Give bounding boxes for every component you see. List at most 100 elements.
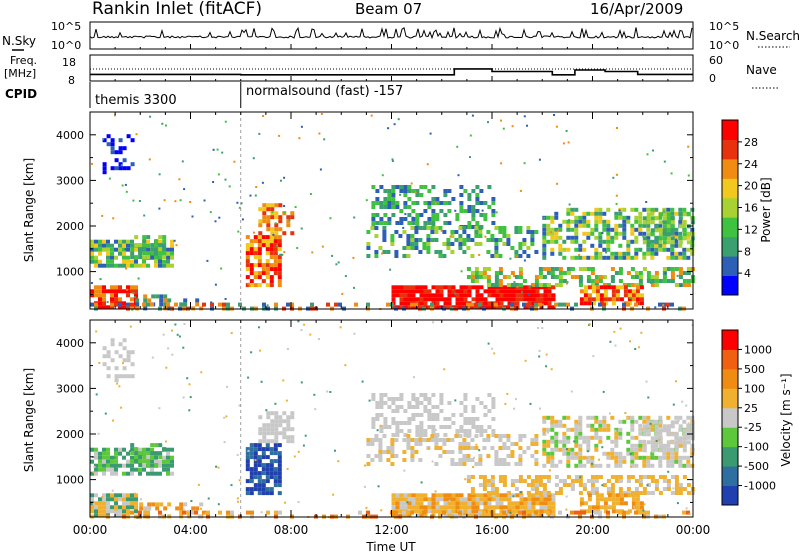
range-gate-cell: [463, 189, 468, 193]
range-gate-cell: [411, 201, 416, 205]
range-gate-cell: [423, 429, 428, 433]
range-gate-cell: [386, 302, 390, 307]
range-gate-cell: [458, 234, 463, 238]
range-gate-cell: [126, 451, 130, 456]
range-gate-cell: [685, 507, 688, 510]
range-gate-cell: [471, 509, 476, 514]
range-gate-cell: [550, 235, 555, 240]
range-gate-cell: [434, 230, 439, 234]
range-gate-cell: [558, 243, 563, 248]
range-gate-cell: [566, 415, 571, 420]
range-gate-cell: [650, 436, 655, 441]
range-gate-cell: [646, 153, 649, 156]
range-gate-cell: [594, 475, 599, 479]
range-gate-cell: [494, 283, 499, 287]
range-gate-cell: [455, 429, 460, 433]
range-gate-cell: [118, 166, 123, 171]
range-gate-cell: [135, 298, 140, 303]
range-gate-cell: [599, 297, 604, 302]
range-gate-cell: [431, 497, 436, 502]
range-gate-cell: [558, 419, 563, 424]
range-gate-cell: [257, 235, 262, 240]
range-gate-cell: [518, 462, 523, 466]
range-gate-cell: [431, 221, 436, 225]
range-gate-cell: [407, 221, 412, 225]
range-gate-cell: [543, 497, 548, 502]
range-gate-cell: [415, 505, 420, 510]
range-gate-cell: [578, 283, 583, 287]
range-gate-cell: [126, 350, 131, 355]
range-gate-cell: [266, 223, 271, 228]
range-gate-cell: [434, 250, 439, 254]
range-gate-cell: [163, 506, 168, 511]
range-gate-cell: [265, 243, 270, 248]
range-gate-cell: [603, 293, 608, 298]
range-gate-cell: [554, 423, 559, 428]
range-gate-cell: [97, 432, 100, 435]
range-gate-cell: [447, 305, 452, 310]
range-gate-cell: [654, 487, 659, 491]
range-gate-cell: [486, 238, 491, 242]
range-gate-cell: [269, 255, 274, 260]
range-gate-cell: [650, 440, 655, 445]
range-gate-cell: [618, 435, 623, 440]
range-gate-cell: [682, 448, 687, 453]
range-gate-cell: [490, 483, 495, 487]
range-gate-cell: [257, 471, 262, 476]
range-gate-cell: [478, 226, 483, 230]
range-gate-cell: [179, 199, 182, 202]
range-gate-cell: [277, 243, 282, 248]
range-gate-cell: [642, 240, 647, 245]
range-gate-cell: [471, 114, 474, 117]
range-gate-cell: [470, 279, 475, 283]
range-gate-cell: [650, 463, 655, 468]
range-gate-cell: [482, 275, 487, 279]
range-gate-cell: [462, 446, 467, 450]
range-gate-cell: [158, 471, 162, 476]
range-gate-cell: [490, 446, 495, 450]
range-gate-cell: [634, 435, 639, 440]
range-gate-cell: [526, 124, 528, 127]
range-gate-cell: [278, 415, 283, 420]
range-gate-cell: [90, 259, 94, 264]
range-gate-cell: [470, 487, 475, 491]
range-gate-cell: [603, 509, 608, 514]
range-gate-cell: [463, 289, 468, 294]
range-gate-cell: [249, 467, 254, 472]
range-gate-cell: [391, 160, 394, 162]
range-gate-cell: [638, 275, 643, 279]
range-gate-cell: [478, 462, 481, 465]
range-gate-cell: [483, 501, 488, 506]
range-gate-cell: [183, 188, 186, 191]
range-gate-cell: [523, 285, 528, 290]
range-gate-cell: [638, 479, 643, 483]
range-gate-cell: [614, 475, 619, 479]
power-heatmap: [90, 112, 695, 311]
range-gate-cell: [390, 238, 395, 242]
range-gate-cell: [261, 239, 266, 244]
range-gate-cell: [579, 297, 584, 302]
range-gate-cell: [290, 215, 295, 220]
range-gate-cell: [311, 251, 314, 254]
range-gate-cell: [150, 302, 154, 307]
range-gate-cell: [686, 510, 690, 515]
range-gate-cell: [658, 239, 663, 244]
range-gate-cell: [269, 243, 274, 248]
range-gate-cell: [598, 439, 603, 444]
range-gate-cell: [546, 239, 551, 244]
range-gate-cell: [642, 236, 647, 241]
range-gate-cell: [179, 302, 184, 307]
range-gate-cell: [666, 216, 671, 221]
range-gate-cell: [486, 250, 491, 254]
range-gate-cell: [94, 263, 98, 268]
range-gate-cell: [266, 415, 271, 420]
range-gate-cell: [138, 459, 143, 464]
range-gate-cell: [376, 429, 379, 432]
range-gate-cell: [483, 513, 488, 518]
range-gate-cell: [554, 483, 559, 487]
range-gate-cell: [539, 493, 544, 498]
range-gate-cell: [670, 451, 675, 456]
range-gate-cell: [134, 247, 138, 252]
range-gate-cell: [412, 376, 415, 379]
range-gate-cell: [273, 483, 278, 488]
